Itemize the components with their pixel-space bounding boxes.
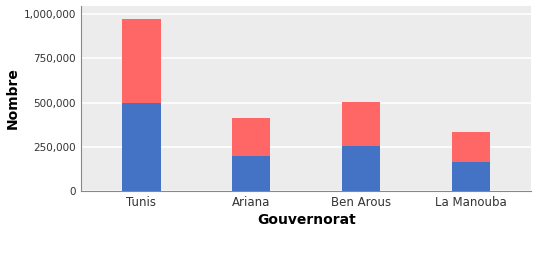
Bar xyxy=(452,132,490,162)
Bar xyxy=(232,156,271,191)
Bar xyxy=(232,118,271,156)
Bar xyxy=(342,146,380,191)
Bar xyxy=(342,102,380,146)
Y-axis label: Nombre: Nombre xyxy=(5,67,19,129)
Bar xyxy=(452,162,490,191)
X-axis label: Gouvernorat: Gouvernorat xyxy=(257,213,355,227)
Bar xyxy=(122,103,161,191)
Bar xyxy=(122,19,161,103)
